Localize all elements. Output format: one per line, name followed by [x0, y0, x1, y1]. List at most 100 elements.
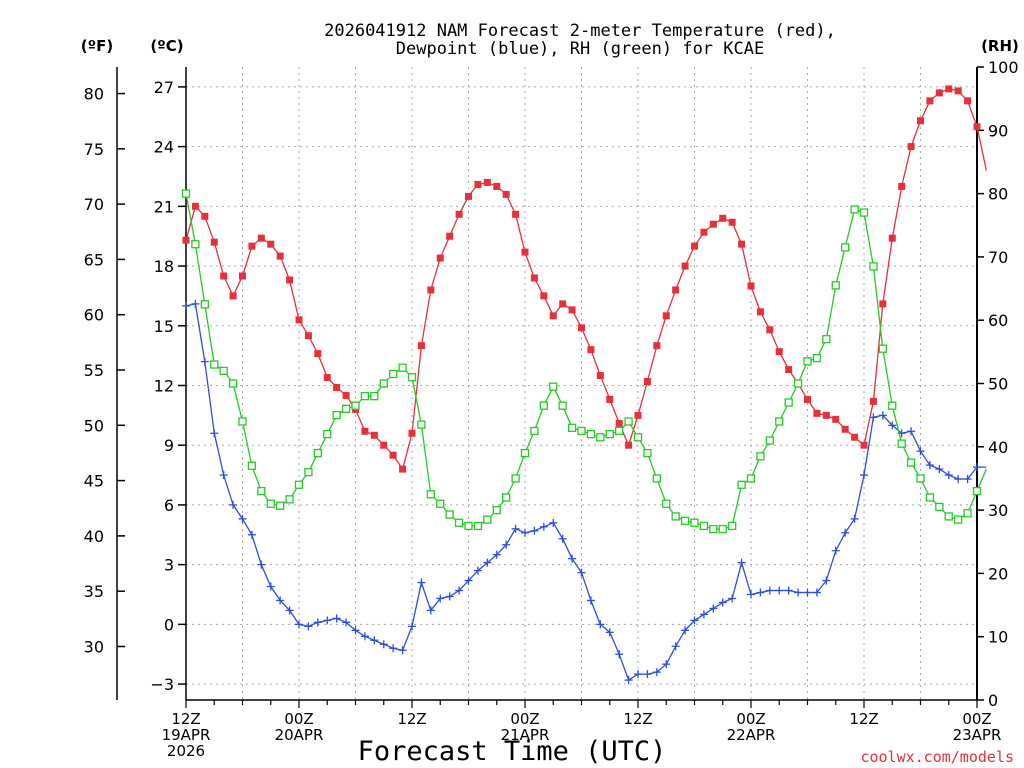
temperature-point — [964, 97, 972, 105]
temperature-point — [869, 397, 877, 405]
rh-point — [765, 436, 774, 445]
temperature-point — [954, 87, 962, 95]
rh-point — [699, 521, 709, 531]
dewpoint-point — [831, 546, 840, 555]
temperature-point — [766, 326, 774, 334]
time-tick-label: 2026 — [167, 742, 205, 760]
dewpoint-point — [822, 576, 831, 585]
rh-point — [784, 398, 793, 407]
temperature-point — [804, 395, 811, 403]
celsius-tick-label: −3 — [150, 675, 174, 694]
rh-unit-label: (RH) — [981, 37, 1019, 55]
fahrenheit-tick-label: 45 — [84, 472, 104, 491]
temperature-point — [512, 210, 520, 218]
dewpoint-point — [747, 590, 755, 599]
temperature-point — [455, 210, 463, 218]
time-tick-label: 23APR — [953, 726, 1002, 744]
temperature-point — [756, 308, 764, 316]
temperature-point — [738, 240, 746, 248]
dewpoint-point — [191, 299, 200, 308]
temperature-point — [973, 123, 981, 131]
dewpoint-point — [210, 429, 219, 438]
temperature-point — [191, 202, 199, 210]
dewpoint-point — [662, 660, 671, 669]
temperature-point — [380, 441, 388, 449]
temperature-point — [182, 236, 190, 244]
rh-point — [878, 344, 887, 353]
rh-point — [652, 474, 661, 483]
temperature-point — [540, 292, 548, 300]
dewpoint-point — [492, 550, 501, 559]
rh-point — [379, 379, 388, 388]
rh-point — [737, 480, 746, 489]
rh-point — [511, 474, 520, 483]
time-tick-label: 19APR — [162, 726, 211, 744]
dewpoint-point — [455, 586, 464, 595]
dewpoint-point — [408, 622, 416, 631]
temperature-point — [559, 300, 567, 308]
rh-point — [577, 426, 586, 436]
dewpoint-point — [681, 626, 690, 635]
dewpoint-point — [313, 618, 322, 627]
rh-point — [586, 429, 596, 439]
temperature-point — [229, 292, 237, 300]
temperature-point — [672, 286, 680, 294]
rh-point — [464, 521, 473, 531]
temperature-point — [549, 312, 557, 320]
rh-point — [841, 243, 850, 252]
temperature-point — [333, 383, 341, 391]
dewpoint-point — [417, 578, 426, 587]
dewpoint-point — [238, 514, 247, 523]
dewpoint-point — [379, 640, 388, 649]
rh-point — [520, 448, 530, 458]
rh-point — [370, 392, 379, 401]
time-tick-label: 12Z — [849, 710, 878, 728]
rh-point — [916, 474, 925, 483]
rh-point — [219, 366, 228, 375]
rh-point — [191, 240, 200, 249]
rh-point — [605, 429, 614, 439]
dewpoint-point — [643, 670, 652, 679]
rh-point — [341, 404, 351, 413]
rh-point — [417, 420, 426, 429]
temperature-point — [342, 391, 350, 399]
temperature-point — [606, 395, 614, 403]
rh-point — [662, 499, 671, 508]
temperature-point — [587, 346, 595, 354]
dewpoint-point — [850, 514, 859, 523]
dewpoint-point — [586, 596, 595, 605]
rh-point — [596, 433, 605, 442]
temperature-point — [888, 234, 896, 242]
rh-point — [803, 357, 812, 366]
dewpoint-point — [473, 566, 482, 575]
dewpoint-point — [502, 540, 511, 549]
rh-point — [473, 521, 483, 531]
rh-point — [351, 401, 360, 410]
rh-point — [323, 429, 332, 439]
rh-tick-label: 30 — [988, 501, 1008, 520]
rh-point — [963, 509, 972, 518]
fahrenheit-tick-label: 40 — [84, 527, 104, 546]
rh-point — [558, 401, 567, 410]
rh-point — [266, 499, 275, 508]
dewpoint-point — [916, 447, 925, 456]
series-line-rh — [185, 193, 987, 530]
temperature-point — [370, 431, 378, 439]
temperature-point — [785, 366, 793, 374]
temperature-point — [615, 419, 623, 427]
temperature-point — [521, 248, 529, 256]
celsius-tick-label: 0 — [164, 615, 174, 634]
rh-point — [426, 490, 435, 499]
rh-tick-label: 70 — [988, 248, 1008, 267]
temperature-point — [323, 374, 331, 382]
temperature-point — [907, 143, 915, 151]
dewpoint-point — [907, 427, 916, 436]
celsius-tick-label: 6 — [164, 496, 174, 515]
temperature-point — [530, 274, 538, 282]
rh-point — [257, 486, 266, 496]
rh-point — [831, 281, 840, 290]
rh-tick-label: 10 — [988, 628, 1008, 647]
rh-point — [869, 262, 878, 271]
dewpoint-point — [464, 576, 473, 585]
